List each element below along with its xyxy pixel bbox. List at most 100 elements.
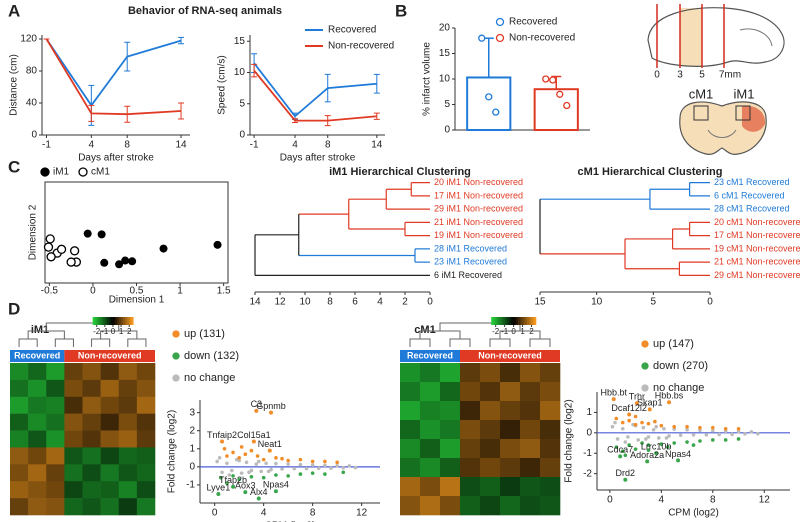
region-label: iM1 <box>734 86 755 101</box>
legend-marker <box>172 374 180 382</box>
data-point <box>341 465 346 470</box>
legend-label: cM1 <box>91 167 110 178</box>
heat-cell <box>460 363 481 383</box>
y-tick-label: 0 <box>189 462 195 473</box>
data-point <box>230 468 234 473</box>
error-bar <box>178 36 185 45</box>
heat-cell <box>100 498 120 516</box>
heat-cell <box>520 477 541 497</box>
leaf-label: 19 iM1 Non-recovered <box>434 230 523 240</box>
y-tick-label: 40 <box>26 98 38 109</box>
panel-letter: A <box>8 1 20 20</box>
heat-cell <box>540 420 561 440</box>
column-dendrogram <box>127 338 147 347</box>
x-axis-label: Days after stroke <box>78 153 154 164</box>
legend-marker <box>40 167 50 177</box>
heat-cell <box>540 477 561 497</box>
data-point <box>274 456 278 460</box>
data-point <box>237 456 241 460</box>
heat-cell <box>10 481 29 499</box>
data-point <box>286 458 290 463</box>
x-tick-label: 0 <box>90 286 96 297</box>
heat-cell <box>82 430 101 448</box>
color-key-step <box>119 317 122 325</box>
heat-cell <box>400 382 421 402</box>
x-tick-label: 8 <box>124 140 130 151</box>
x-tick-label: 5 <box>651 297 657 308</box>
heat-cell <box>82 363 101 381</box>
heat-cell <box>46 396 65 414</box>
x-axis-label: CPM (log2) <box>668 508 719 519</box>
data-point <box>646 435 651 439</box>
mm-label: 0 <box>654 70 660 81</box>
color-key-step <box>493 317 496 325</box>
heat-cell <box>520 363 541 383</box>
x-tick-label: 4 <box>659 495 665 506</box>
heat-cell <box>46 464 65 482</box>
data-point <box>646 421 651 426</box>
heat-cell <box>480 439 501 459</box>
heat-cell <box>400 439 421 459</box>
error-bar <box>251 63 258 78</box>
x-tick-label: 0 <box>707 297 713 308</box>
panel-letter: D <box>8 299 20 318</box>
series-line <box>253 70 377 122</box>
leaf-label: 19 cM1 Non-recovered <box>714 243 800 253</box>
data-point <box>563 101 571 110</box>
data-point <box>623 453 628 458</box>
data-point <box>667 434 671 438</box>
heat-cell <box>460 382 481 402</box>
data-point <box>685 424 689 429</box>
x-tick-label: 15 <box>534 297 546 308</box>
heat-cell <box>520 439 541 459</box>
y-tick-label: -1 <box>583 448 592 459</box>
gene-label: Lyve1 <box>207 482 231 492</box>
legend-marker <box>172 330 180 338</box>
x-tick-label: 2 <box>402 297 408 308</box>
leaf-label: 29 cM1 Non-recovered <box>714 270 800 280</box>
y-axis-label: Dimension 2 <box>28 204 39 260</box>
data-point <box>249 474 254 479</box>
y-axis-label: Distance (cm) <box>9 54 20 116</box>
gene-label: Hbb.bs <box>655 391 684 401</box>
legend-marker <box>495 33 505 43</box>
color-key-label: 0 <box>511 327 516 336</box>
mm-label: 5 <box>699 70 705 81</box>
data-point <box>280 467 284 471</box>
heat-cell <box>100 447 120 465</box>
panel-letter: C <box>8 157 20 176</box>
error-bar <box>324 115 331 127</box>
gene-label: Neat1 <box>258 439 282 449</box>
data-point <box>633 422 638 427</box>
data-point <box>736 429 741 434</box>
data-point <box>237 477 241 482</box>
color-key-step <box>123 317 126 325</box>
y-tick-label: 0 <box>444 125 450 136</box>
annotated-point <box>618 454 623 459</box>
ventricle <box>707 129 737 138</box>
y-tick-label: 80 <box>26 66 38 77</box>
y-tick-label: 10 <box>234 67 246 78</box>
error-bar <box>124 41 131 72</box>
heat-cell <box>540 496 561 516</box>
heat-cell <box>400 496 421 516</box>
data-point <box>353 465 358 470</box>
data-point <box>66 257 76 267</box>
data-point <box>704 433 709 437</box>
data-point <box>46 252 56 262</box>
heat-cell <box>540 382 561 402</box>
gene-label: Cdca7 <box>607 445 633 455</box>
group-label: Non-recovered <box>78 350 142 360</box>
heat-cell <box>500 477 521 497</box>
data-point <box>213 240 222 249</box>
data-point <box>227 473 232 477</box>
heat-cell <box>400 458 421 478</box>
x-tick-label: 0.5 <box>130 286 144 297</box>
heat-cell <box>46 379 65 398</box>
color-key-step <box>100 317 104 325</box>
heat-cell <box>420 477 441 497</box>
heat-cell <box>100 481 120 499</box>
color-key-step <box>504 317 508 325</box>
leaf-label: 6 cM1 Recovered <box>714 190 785 200</box>
gene-label: Drd2 <box>616 468 636 478</box>
